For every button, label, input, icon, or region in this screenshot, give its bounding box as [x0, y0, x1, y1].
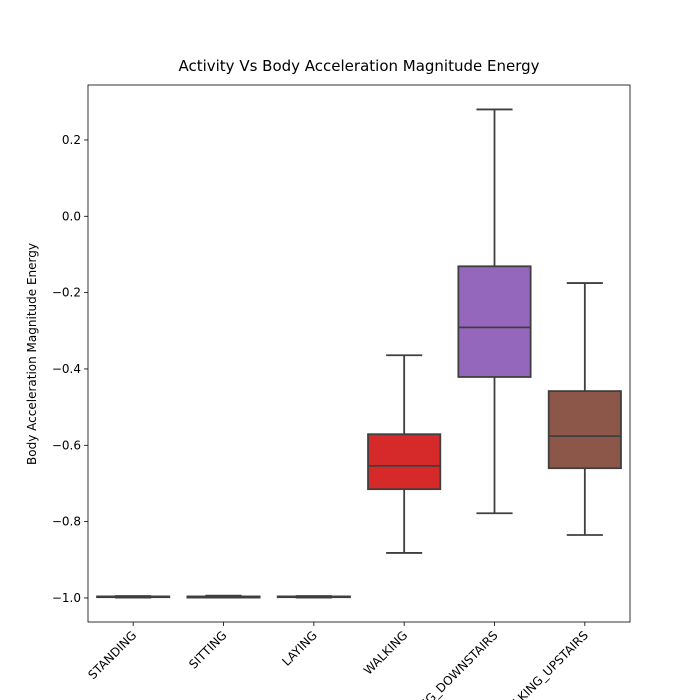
y-tick-label: 0.2: [62, 133, 81, 147]
y-axis-label: Body Acceleration Magnitude Energy: [25, 243, 39, 465]
x-tick-label: STANDING: [85, 628, 139, 682]
y-tick-label: −0.8: [52, 515, 81, 529]
y-tick-label: −0.4: [52, 362, 81, 376]
y-tick-label: 0.0: [62, 209, 81, 223]
box: [457, 265, 532, 378]
plot-frame: [87, 84, 631, 623]
x-tick-label: LAYING: [279, 628, 320, 669]
x-tick-label: SITTING: [186, 628, 229, 671]
box: [547, 390, 622, 470]
y-tick-label: −0.2: [52, 286, 81, 300]
x-tick-label: WALKING_UPSTAIRS: [497, 628, 591, 700]
y-tick-label: −1.0: [52, 591, 81, 605]
box: [367, 433, 442, 491]
chart-title: Activity Vs Body Acceleration Magnitude …: [178, 57, 539, 75]
x-tick-label: WALKING: [361, 628, 410, 677]
y-tick-label: −0.6: [52, 438, 81, 452]
